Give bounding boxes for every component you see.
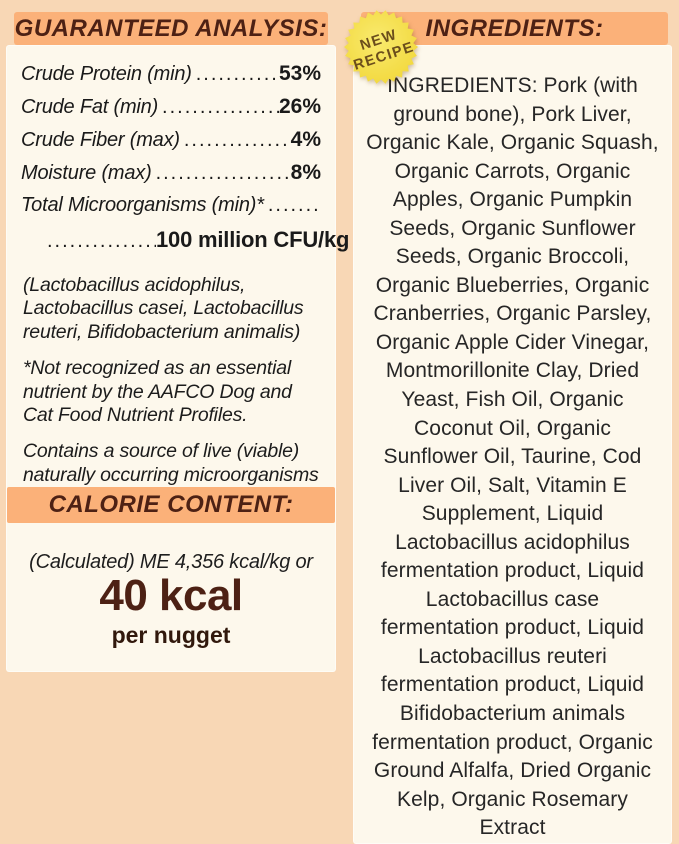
- analysis-row-value: 26%: [278, 95, 321, 118]
- calorie-kcal-value: 40 kcal: [99, 571, 243, 620]
- leader-dots: ........................: [162, 96, 279, 118]
- analysis-row-crude-fat: Crude Fat (min) ........................…: [21, 95, 321, 128]
- analysis-row-value: 53%: [278, 62, 321, 85]
- calorie-content-title: CALORIE CONTENT:: [48, 491, 294, 518]
- analysis-row-crude-fiber: Crude Fiber (max) ......................…: [21, 128, 321, 161]
- leader-dots: .........................: [155, 162, 291, 184]
- analysis-row-value: 8%: [290, 161, 321, 184]
- leader-dots: ................: [47, 230, 156, 252]
- probiotic-species-note: (Lactobacillus acidophilus, Lactobacillu…: [23, 274, 304, 343]
- calorie-content-band: CALORIE CONTENT:: [7, 487, 335, 523]
- guaranteed-analysis-body: Crude Protein (min) ....................…: [6, 45, 349, 672]
- analysis-row-label: Total Microorganisms (min)*: [21, 194, 264, 216]
- analysis-row-label: Moisture (max): [21, 162, 152, 184]
- pet-food-label: GUARANTEED ANALYSIS: Crude Protein (min)…: [6, 10, 672, 844]
- guaranteed-analysis-header-band: GUARANTEED ANALYSIS:: [14, 12, 328, 45]
- analysis-row-label: Crude Fat (min): [21, 96, 159, 118]
- leader-dots: ................: [267, 194, 321, 216]
- leader-dots: .......................: [183, 129, 291, 151]
- aafco-note: *Not recognized as an essential nutrient…: [23, 357, 292, 426]
- ingredients-panel: NEW RECIPE INGREDIENTS: INGREDIENTS: Por…: [344, 10, 672, 844]
- calorie-per-nugget: per nugget: [111, 622, 231, 648]
- guaranteed-analysis-panel: GUARANTEED ANALYSIS: Crude Protein (min)…: [6, 10, 349, 672]
- analysis-row-moisture: Moisture (max) .........................…: [21, 161, 321, 194]
- analysis-row-cfu-value: ................ 100 million CFU/kg: [21, 227, 349, 261]
- analysis-row-crude-protein: Crude Protein (min) ....................…: [21, 62, 321, 95]
- cfu-value: 100 million CFU/kg: [156, 227, 350, 252]
- analysis-row-value: 4%: [290, 128, 321, 151]
- starburst-shape: [344, 10, 418, 84]
- leader-dots: ......................: [195, 63, 279, 85]
- live-microorganisms-note: Contains a source of live (viable) natur…: [23, 440, 319, 486]
- new-recipe-badge: NEW RECIPE: [341, 7, 421, 87]
- ingredients-title: INGREDIENTS:: [425, 14, 604, 42]
- analysis-row-total-microorganisms: Total Microorganisms (min)* ............…: [21, 194, 321, 227]
- ingredients-text: INGREDIENTS: Pork (with ground bone), Po…: [366, 74, 659, 840]
- calorie-calculated-line: (Calculated) ME 4,356 kcal/kg or: [29, 551, 313, 573]
- analysis-row-label: Crude Protein (min): [21, 63, 192, 85]
- guaranteed-analysis-title: GUARANTEED ANALYSIS:: [14, 14, 328, 42]
- new-recipe-badge-star: NEW RECIPE: [344, 10, 418, 84]
- analysis-row-label: Crude Fiber (max): [21, 129, 180, 151]
- ingredients-body: INGREDIENTS: Pork (with ground bone), Po…: [353, 45, 672, 844]
